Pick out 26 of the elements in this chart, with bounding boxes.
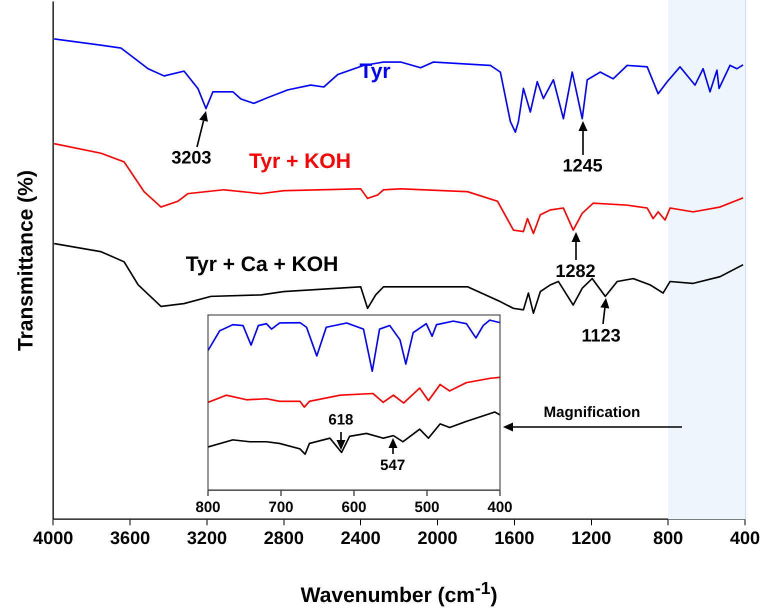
annotation: 1245 xyxy=(562,156,603,176)
x-tick-label: 400 xyxy=(730,528,760,548)
x-tick-label: 1600 xyxy=(494,528,534,548)
series-label: Tyr + Ca + KOH xyxy=(186,252,338,276)
x-tick-label: 700 xyxy=(268,499,294,516)
y-axis-title: Transmittance (%) xyxy=(14,170,38,352)
x-tick-label: 3200 xyxy=(186,528,227,548)
annotation: 547 xyxy=(380,456,406,474)
annotation: 1123 xyxy=(582,325,621,346)
x-tick-label: 800 xyxy=(653,528,684,548)
x-tick-label: 600 xyxy=(341,499,367,516)
x-tick-label: 2000 xyxy=(418,528,458,548)
annotation: Magnification xyxy=(544,404,640,422)
x-tick-label: 800 xyxy=(195,499,221,516)
x-tick-label: 2800 xyxy=(264,528,304,548)
x-tick-label: 4000 xyxy=(33,528,74,548)
annotation: 1282 xyxy=(555,261,596,282)
x-tick-label: 3600 xyxy=(110,528,150,548)
series-label: Tyr + KOH xyxy=(249,150,351,173)
x-tick-label: 400 xyxy=(487,499,513,516)
x-tick-label: 500 xyxy=(414,499,440,516)
x-axis-title: Wavenumber (cm$^{-1}$) xyxy=(300,578,498,608)
x-tick-label: 1200 xyxy=(571,528,612,548)
annotation: 618 xyxy=(328,412,354,429)
x-tick-label: 2400 xyxy=(340,528,381,548)
annotation: 3203 xyxy=(171,148,212,168)
